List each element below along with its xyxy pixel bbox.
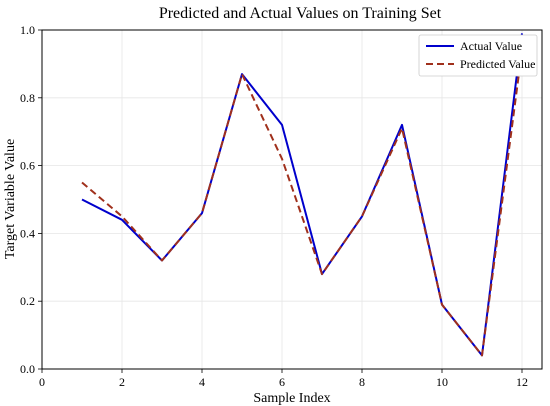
y-tick-label: 0.8 — [20, 91, 35, 105]
series-line-predicted — [81, 50, 523, 357]
y-tick-label: 1.0 — [20, 23, 35, 37]
y-axis-label: Target Variable Value — [3, 139, 18, 259]
legend: Actual Value Predicted Value — [418, 34, 538, 77]
x-tick-label: 0 — [39, 375, 45, 389]
x-tick-label: 10 — [436, 375, 448, 389]
series-line-actual — [81, 33, 523, 357]
y-tick-label: 0.0 — [20, 362, 35, 376]
y-tick-label: 0.4 — [20, 226, 35, 240]
y-tick-label: 0.6 — [20, 159, 35, 173]
plot-frame — [41, 29, 543, 370]
legend-label: Predicted Value — [460, 57, 535, 71]
x-tick-label: 12 — [516, 375, 528, 389]
y-tick-label: 0.2 — [20, 294, 35, 308]
x-tick-label: 6 — [279, 375, 285, 389]
chart-title: Predicted and Actual Values on Training … — [159, 5, 442, 22]
legend-label: Actual Value — [460, 39, 522, 53]
x-tick-label: 2 — [119, 375, 125, 389]
x-tick-label: 4 — [199, 375, 205, 389]
x-tick-label: 8 — [359, 375, 365, 389]
x-axis-label: Sample Index — [253, 391, 330, 406]
plot-area: 0 2 4 6 8 10 12 0.0 0.2 0.4 0.6 0.8 1.0 — [20, 23, 543, 389]
